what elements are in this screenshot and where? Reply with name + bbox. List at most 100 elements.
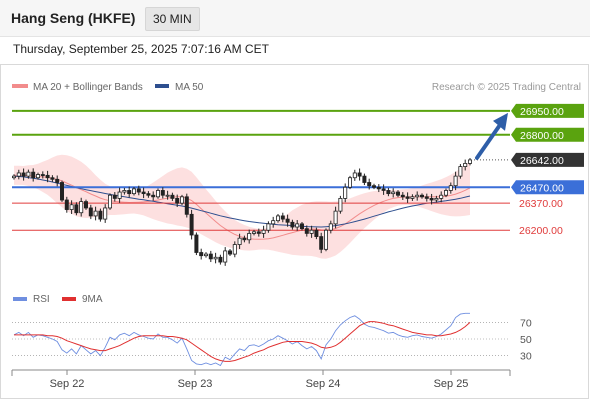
candle: [223, 247, 228, 266]
price-levels: [12, 109, 510, 231]
candle-body: [333, 210, 338, 225]
candle: [309, 225, 314, 238]
ma9-legend-swatch: [62, 297, 76, 301]
candle-body: [194, 234, 199, 253]
candle-body: [256, 231, 261, 234]
candle: [203, 252, 208, 258]
candle: [314, 227, 319, 240]
candle-body: [208, 253, 213, 260]
forecast-arrow: [475, 112, 508, 160]
candle-body: [424, 196, 429, 199]
candle: [290, 219, 295, 230]
candle: [328, 220, 333, 234]
candle: [256, 228, 261, 237]
ma20-line: [14, 174, 471, 240]
x-axis: Sep 22 Sep 23 Sep 24 Sep 25: [11, 369, 511, 390]
candle-body: [376, 186, 381, 190]
candle-body: [184, 196, 189, 215]
ma50-legend-label: MA 50: [175, 82, 204, 93]
level-tag-26642: [511, 152, 584, 167]
candle-body: [328, 223, 333, 231]
candle-body: [108, 194, 113, 209]
candle-body: [127, 190, 132, 195]
rsi-panel: 70 50 30: [12, 312, 532, 367]
candle-body: [122, 190, 127, 193]
candle: [127, 186, 132, 198]
candle-body: [280, 215, 285, 220]
candle-body: [434, 198, 439, 201]
candle: [371, 183, 376, 190]
candle: [333, 206, 338, 229]
ma20-legend-label: MA 20 + Bollinger Bands: [33, 82, 143, 93]
candle: [184, 193, 189, 218]
candle: [448, 182, 453, 194]
candle: [453, 171, 458, 191]
candle-body: [453, 175, 458, 187]
candle: [323, 228, 328, 252]
candle: [175, 194, 180, 207]
candle-body: [131, 188, 136, 195]
candle-body: [299, 223, 304, 230]
rsi-legend-swatch: [13, 297, 27, 301]
candle: [247, 229, 252, 244]
candle: [55, 175, 60, 187]
candle: [213, 252, 218, 264]
level-label-26800: 26800.00: [520, 130, 564, 142]
candle-body: [400, 194, 405, 198]
candle: [367, 178, 372, 190]
candle-body: [386, 190, 391, 195]
candle: [439, 191, 444, 203]
level-tag-26800: [511, 127, 584, 142]
candle: [410, 194, 415, 201]
candle-body: [290, 221, 295, 228]
rsi-legend: RSI 9MA: [13, 294, 103, 305]
candle-body: [271, 220, 276, 225]
timeframe-button[interactable]: 30 MIN: [145, 7, 200, 31]
candle-body: [26, 171, 31, 177]
candle: [31, 168, 36, 182]
candle: [271, 216, 276, 228]
candle: [45, 170, 50, 183]
timestamp: Thursday, September 25, 2025 7:07:16 AM …: [13, 42, 269, 56]
candle: [227, 249, 232, 256]
candle-body: [36, 174, 41, 179]
candle-body: [103, 207, 108, 220]
candle-body: [343, 186, 348, 199]
candle-body: [304, 228, 309, 234]
candle: [237, 233, 242, 249]
candle-body: [347, 177, 352, 188]
candle-body: [381, 188, 386, 191]
candle-body: [64, 199, 69, 210]
candle-body: [60, 182, 65, 201]
x-tick-label: Sep 25: [434, 378, 469, 390]
candle: [131, 186, 136, 196]
candle-body: [199, 252, 204, 257]
candle: [347, 175, 352, 190]
price-level-tags: 26950.00 26800.00 26642.00 26470.00 26370.00…: [511, 103, 584, 237]
candle-body: [16, 172, 21, 177]
moving-averages: [13, 174, 471, 240]
candle: [304, 225, 309, 237]
candle-body: [84, 201, 89, 209]
candle: [36, 172, 41, 180]
candle-body: [285, 218, 290, 223]
ma50-legend-swatch: [155, 84, 169, 88]
candle: [84, 199, 89, 210]
candle-body: [170, 194, 175, 199]
candle-body: [415, 194, 420, 198]
candle-body: [160, 190, 165, 196]
candle: [64, 196, 69, 213]
candle-body: [323, 229, 328, 250]
candle-body: [467, 159, 472, 164]
candle: [386, 187, 391, 197]
candle-body: [146, 193, 151, 196]
candle-body: [448, 185, 453, 191]
ma50-line: [13, 175, 471, 228]
candle: [362, 173, 367, 186]
level-label-26470: 26470.00: [520, 182, 564, 194]
x-tick-label: Sep 23: [178, 378, 213, 390]
candle: [208, 250, 213, 263]
candle-body: [155, 190, 160, 198]
candle: [88, 204, 93, 220]
candle: [343, 183, 348, 203]
